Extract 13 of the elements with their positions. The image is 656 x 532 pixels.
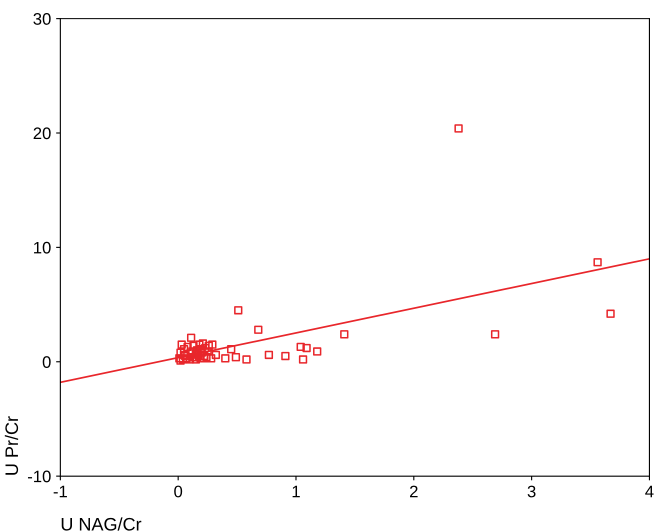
y-tick-label: 20	[34, 127, 51, 140]
x-tick-label: 3	[528, 486, 536, 498]
y-tick-label: 10	[34, 242, 51, 254]
x-tick-label: 4	[645, 486, 654, 498]
x-tick-label: -1	[54, 486, 67, 498]
y-tick-label: 0	[42, 356, 51, 368]
x-tick-label: 1	[292, 486, 300, 498]
y-tick-label: 30	[33, 13, 51, 25]
x-tick-label: 2	[410, 486, 418, 498]
y-tick-label: -10	[28, 470, 51, 482]
x-axis-title: U NAG/Cr	[62, 517, 142, 531]
x-tick-label: 0	[174, 486, 182, 498]
y-axis-title: U Pr/Cr	[4, 416, 18, 475]
